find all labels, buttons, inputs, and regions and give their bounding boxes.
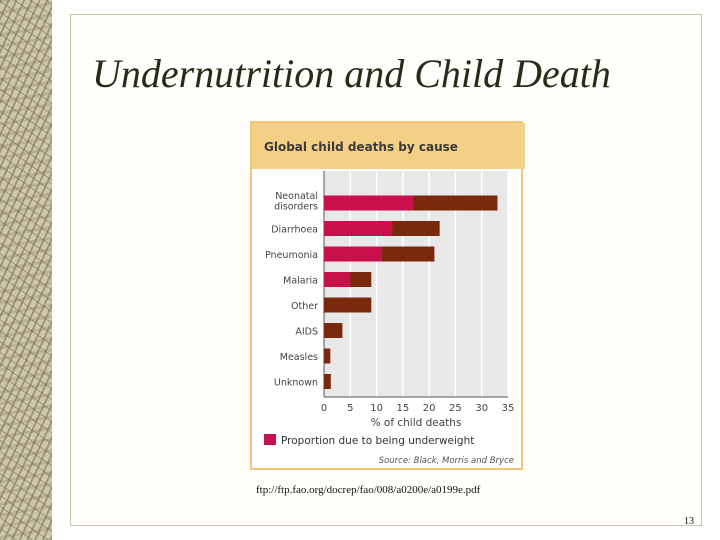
category-label: Malaria (283, 276, 318, 287)
bar-underweight (324, 221, 393, 236)
chart-header-band (252, 123, 525, 169)
category-label: Neonatal (275, 191, 318, 202)
category-label: Diarrhoea (271, 225, 318, 236)
chart-svg: Global child deaths by cause Neonataldiso… (252, 123, 525, 466)
x-tick-label: 30 (475, 403, 488, 414)
bar-underweight (324, 195, 414, 211)
marbled-border (0, 0, 52, 540)
bar-underweight (324, 272, 351, 287)
x-tick-label: 25 (449, 403, 462, 414)
category-label: Measles (280, 352, 318, 363)
legend-swatch (264, 434, 276, 445)
bar-total (324, 323, 343, 338)
bar-total (324, 297, 372, 313)
bar-total (324, 348, 331, 364)
chart-source: Source: Black, Morris and Bryce (379, 456, 514, 466)
category-label: Other (291, 301, 318, 312)
category-label: Unknown (274, 378, 318, 389)
x-tick-label: 15 (396, 403, 409, 414)
x-tick-label: 35 (502, 403, 515, 414)
category-label: Pneumonia (265, 250, 318, 261)
bar-underweight (324, 246, 382, 262)
chart-title: Global child deaths by cause (264, 140, 458, 154)
x-tick-label: 20 (423, 403, 436, 414)
chart-panel: Global child deaths by cause Neonatal diso… (250, 121, 525, 470)
slide-title: Undernutrition and Child Death (92, 51, 611, 96)
x-tick-label: 0 (321, 403, 327, 414)
x-axis-label: % of child deaths (371, 417, 462, 429)
bar-total (324, 374, 331, 389)
category-label: AIDS (295, 327, 318, 338)
legend-label: Proportion due to being underweight (281, 435, 474, 447)
x-tick-label: 5 (347, 403, 353, 414)
category-label: disorders (274, 202, 318, 213)
source-url: ftp://ftp.fao.org/docrep/fao/008/a0200e/… (256, 484, 481, 496)
page-number: 13 (684, 516, 694, 527)
x-tick-label: 10 (370, 403, 383, 414)
